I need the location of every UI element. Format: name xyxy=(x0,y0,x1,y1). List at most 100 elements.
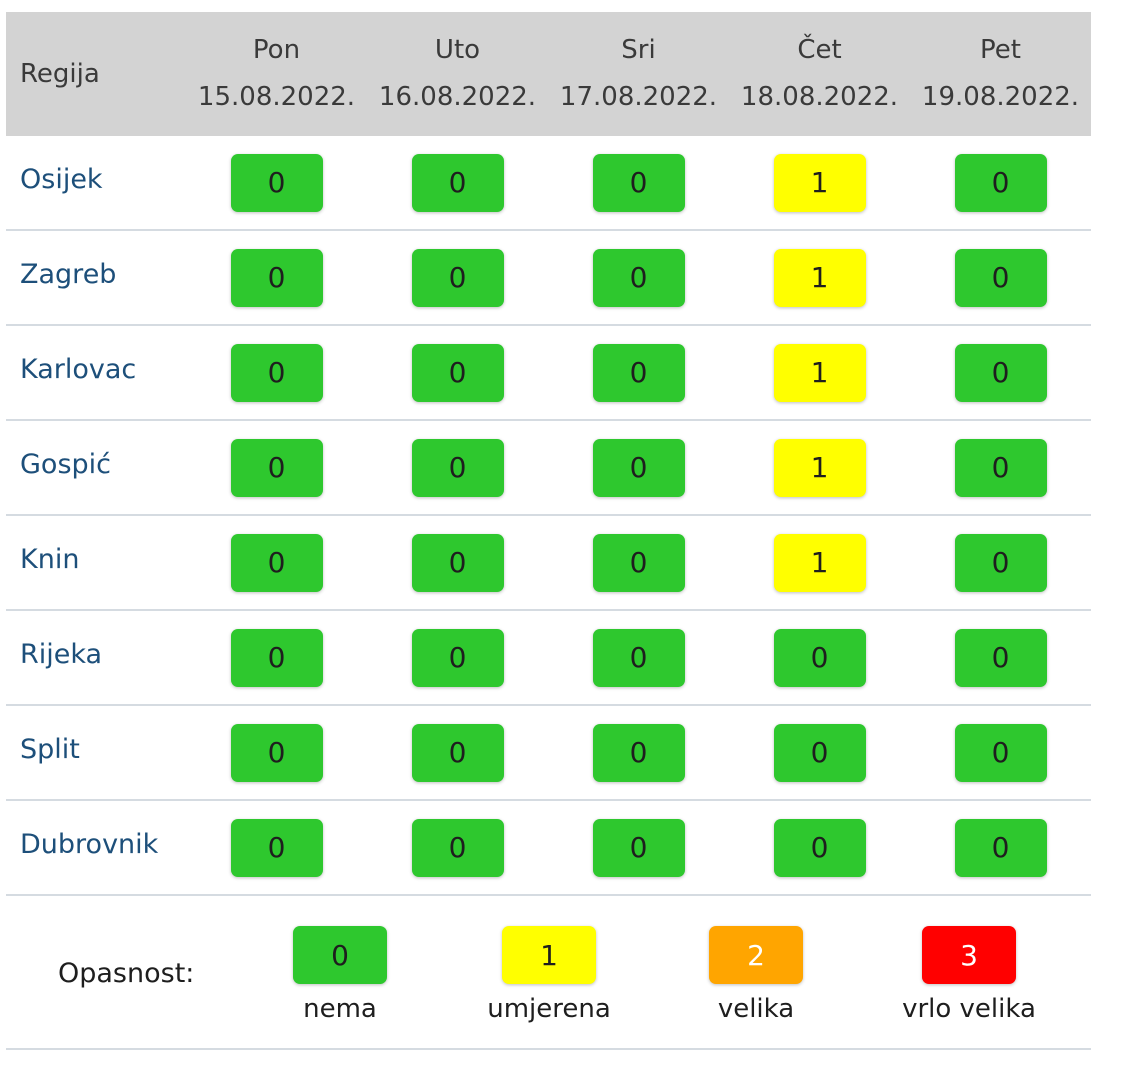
day-cell: 0 xyxy=(367,153,548,212)
region-link[interactable]: Rijeka xyxy=(20,639,103,670)
day-cell: 0 xyxy=(729,723,910,782)
legend-label: nema xyxy=(303,994,377,1024)
day-cell: 1 xyxy=(729,153,910,212)
danger-level-badge: 0 xyxy=(230,343,323,402)
region-link[interactable]: Osijek xyxy=(20,164,103,195)
day-cell: 0 xyxy=(548,153,729,212)
table-row: Dubrovnik 0 0 0 0 0 xyxy=(6,801,1091,896)
day-cell: 0 xyxy=(186,628,367,687)
danger-level-badge: 0 xyxy=(592,533,685,592)
danger-level-badge: 1 xyxy=(773,248,866,307)
legend-badge: 0 xyxy=(293,926,387,984)
table-row: Knin 0 0 0 1 0 xyxy=(6,516,1091,611)
day-cell: 0 xyxy=(548,628,729,687)
day-cell: 0 xyxy=(729,818,910,877)
day-name: Čet xyxy=(797,35,842,65)
danger-level-badge: 0 xyxy=(411,533,504,592)
day-name: Sri xyxy=(621,35,656,65)
table-row: Rijeka 0 0 0 0 0 xyxy=(6,611,1091,706)
day-cell: 0 xyxy=(548,533,729,592)
day-cell: 1 xyxy=(729,343,910,402)
danger-level-badge: 0 xyxy=(592,628,685,687)
day-cell: 0 xyxy=(186,818,367,877)
header-region-label: Regija xyxy=(20,59,100,89)
header-day-thu: Čet 18.08.2022. xyxy=(729,12,910,136)
day-cell: 0 xyxy=(367,438,548,497)
day-date: 18.08.2022. xyxy=(740,82,899,112)
legend-label: umjerena xyxy=(487,994,611,1024)
day-cell: 0 xyxy=(910,153,1091,212)
legend-badge: 2 xyxy=(709,926,803,984)
day-cell: 0 xyxy=(367,343,548,402)
legend-title: Opasnost: xyxy=(58,958,195,989)
danger-level-badge: 0 xyxy=(411,153,504,212)
danger-level-badge: 0 xyxy=(773,818,866,877)
table-row: Osijek 0 0 0 1 0 xyxy=(6,136,1091,231)
legend-label: velika xyxy=(717,994,795,1024)
table-header: Regija Pon 15.08.2022. Uto 16.08.2022. S… xyxy=(6,12,1091,136)
table-body: Osijek 0 0 0 1 0 Zagreb 0 0 0 1 0 Karlovac 0 0 0 1 0 Gospi… xyxy=(6,136,1091,896)
danger-level-badge: 0 xyxy=(592,153,685,212)
legend-badge: 3 xyxy=(922,926,1016,984)
day-cell: 0 xyxy=(367,248,548,307)
header-day-fri: Pet 19.08.2022. xyxy=(910,12,1091,136)
danger-level-badge: 0 xyxy=(592,438,685,497)
danger-level-badge: 0 xyxy=(411,628,504,687)
day-date: 19.08.2022. xyxy=(921,82,1080,112)
danger-level-badge: 0 xyxy=(954,723,1047,782)
day-cell: 1 xyxy=(729,533,910,592)
day-cell: 0 xyxy=(186,343,367,402)
day-date: 17.08.2022. xyxy=(559,82,718,112)
day-cell: 0 xyxy=(910,343,1091,402)
day-cell: 0 xyxy=(186,438,367,497)
danger-level-badge: 0 xyxy=(230,248,323,307)
legend-label: vrlo velika xyxy=(902,994,1036,1024)
legend-badge: 1 xyxy=(502,926,596,984)
day-name: Uto xyxy=(434,35,481,65)
danger-level-badge: 0 xyxy=(230,818,323,877)
day-cell: 0 xyxy=(910,248,1091,307)
header-day-tue: Uto 16.08.2022. xyxy=(367,12,548,136)
day-name: Pon xyxy=(252,35,301,65)
day-date: 15.08.2022. xyxy=(197,82,356,112)
day-cell: 0 xyxy=(186,248,367,307)
danger-level-badge: 0 xyxy=(411,438,504,497)
region-link[interactable]: Zagreb xyxy=(20,259,117,290)
danger-level-badge: 0 xyxy=(773,628,866,687)
danger-level-badge: 0 xyxy=(954,248,1047,307)
region-link[interactable]: Split xyxy=(20,734,80,765)
region-link[interactable]: Knin xyxy=(20,544,80,575)
day-cell: 0 xyxy=(910,818,1091,877)
day-cell: 0 xyxy=(367,628,548,687)
table-row: Karlovac 0 0 0 1 0 xyxy=(6,326,1091,421)
day-cell: 1 xyxy=(729,438,910,497)
day-date: 16.08.2022. xyxy=(378,82,537,112)
legend-item-none: 0 nema xyxy=(260,926,420,1024)
danger-level-badge: 0 xyxy=(773,723,866,782)
danger-level-badge: 0 xyxy=(592,248,685,307)
danger-level-badge: 0 xyxy=(954,628,1047,687)
danger-level-badge: 1 xyxy=(773,343,866,402)
day-cell: 0 xyxy=(548,343,729,402)
danger-level-badge: 0 xyxy=(954,153,1047,212)
day-cell: 0 xyxy=(910,533,1091,592)
danger-level-badge: 0 xyxy=(230,153,323,212)
day-cell: 0 xyxy=(367,723,548,782)
day-cell: 0 xyxy=(548,723,729,782)
region-link[interactable]: Gospić xyxy=(20,449,111,480)
header-day-wed: Sri 17.08.2022. xyxy=(548,12,729,136)
day-cell: 0 xyxy=(910,438,1091,497)
region-link[interactable]: Dubrovnik xyxy=(20,829,159,860)
danger-level-badge: 0 xyxy=(230,723,323,782)
danger-level-badge: 0 xyxy=(592,343,685,402)
day-cell: 0 xyxy=(729,628,910,687)
table-row: Split 0 0 0 0 0 xyxy=(6,706,1091,801)
day-cell: 1 xyxy=(729,248,910,307)
day-cell: 0 xyxy=(186,153,367,212)
day-cell: 0 xyxy=(548,818,729,877)
region-link[interactable]: Karlovac xyxy=(20,354,137,385)
danger-level-badge: 0 xyxy=(411,343,504,402)
table-row: Gospić 0 0 0 1 0 xyxy=(6,421,1091,516)
danger-level-badge: 0 xyxy=(411,723,504,782)
danger-level-badge: 0 xyxy=(592,818,685,877)
